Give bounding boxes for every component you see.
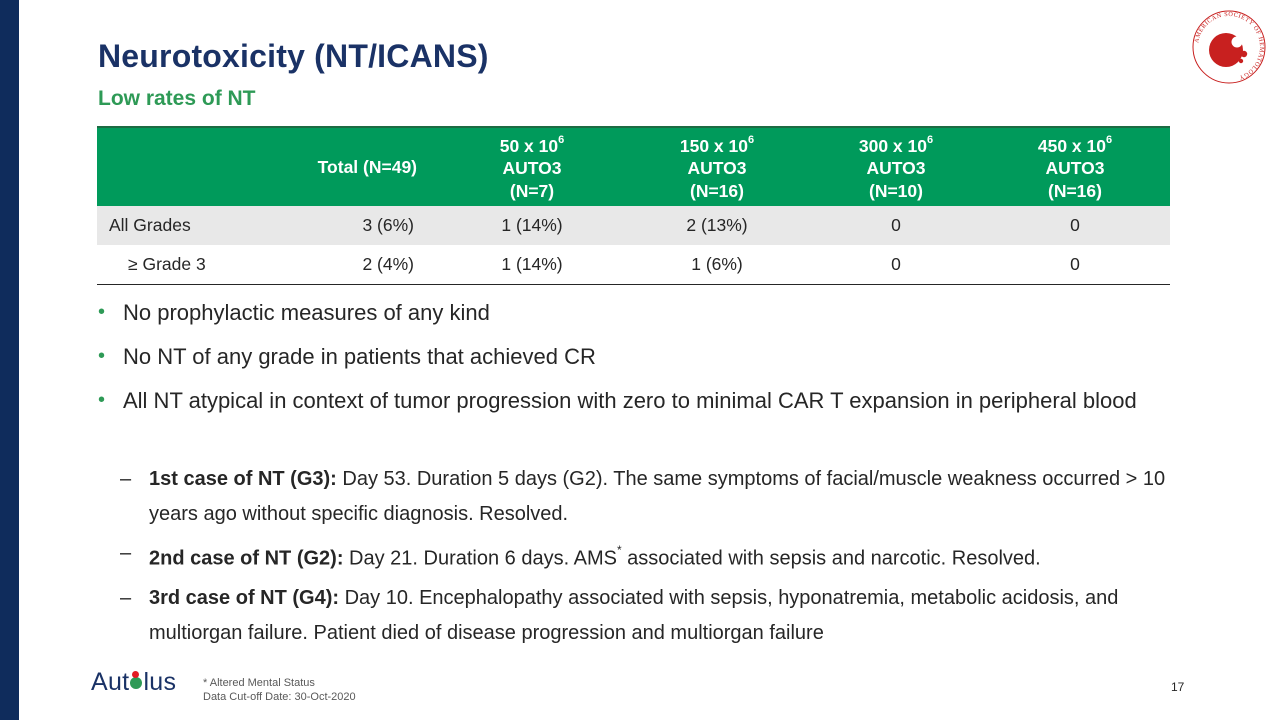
ash-logo-icon: AMERICAN SOCIETY OF HEMATOLOGY — [1192, 10, 1266, 84]
header-total: Total (N=49) — [247, 126, 442, 206]
sub-bullet-item: – 3rd case of NT (G4): Day 10. Encephalo… — [120, 581, 1180, 651]
header-dose-col: 450 x 106 AUTO3 (N=16) — [980, 126, 1170, 206]
table-header-row: Total (N=49) 50 x 106 AUTO3 (N=7) 150 x … — [97, 126, 1170, 206]
bullet-dot-icon: • — [98, 389, 106, 411]
cell-total: 3 (6%) — [362, 215, 414, 235]
bullet-item: • All NT atypical in context of tumor pr… — [98, 381, 1178, 420]
slide-subtitle: Low rates of NT — [98, 87, 256, 110]
table-cell: 0 — [1070, 253, 1080, 274]
bullet-item: • No prophylactic measures of any kind — [98, 293, 1178, 332]
sub-bullet-item: – 2nd case of NT (G2): Day 21. Duration … — [120, 536, 1180, 577]
table-cell: 2 (13%) — [686, 215, 748, 235]
bullet-dot-icon: • — [98, 345, 106, 367]
header-dose-col: 150 x 106 AUTO3 (N=16) — [622, 126, 812, 206]
table-cell: 0 — [891, 253, 901, 274]
cell-total: 2 (4%) — [362, 253, 414, 274]
header-dose-col: 300 x 106 AUTO3 (N=10) — [812, 126, 980, 206]
left-accent-bar — [0, 0, 19, 720]
table-cell: 0 — [891, 215, 901, 235]
sub-bullet-item: – 1st case of NT (G3): Day 53. Duration … — [120, 462, 1180, 532]
bullet-dot-icon: • — [98, 301, 106, 323]
dash-icon: – — [120, 542, 132, 564]
dash-icon: – — [120, 468, 132, 490]
table-cell: 1 (14%) — [501, 215, 563, 235]
neurotoxicity-table: Total (N=49) 50 x 106 AUTO3 (N=7) 150 x … — [97, 126, 1170, 285]
bullet-list: • No prophylactic measures of any kind •… — [98, 293, 1178, 425]
sub-bullet-list: – 1st case of NT (G3): Day 53. Duration … — [120, 462, 1180, 655]
footnote: * Altered Mental Status Data Cut-off Dat… — [203, 676, 356, 704]
table-cell: 0 — [1070, 215, 1080, 235]
table-cell: 1 (6%) — [691, 253, 743, 274]
footnote-line: * Altered Mental Status — [203, 677, 315, 689]
header-blank — [97, 126, 247, 206]
row-label: ≥ Grade 3 — [128, 253, 206, 274]
table-row: All Grades 3 (6%) 1 (14%) 2 (13%) 0 0 — [97, 206, 1170, 245]
row-label: All Grades — [109, 215, 191, 235]
autolus-o-icon — [129, 671, 143, 690]
table-cell: 1 (14%) — [501, 253, 563, 274]
page-number: 17 — [1171, 680, 1185, 694]
bullet-item: • No NT of any grade in patients that ac… — [98, 337, 1178, 376]
dash-icon: – — [120, 586, 132, 609]
slide-title: Neurotoxicity (NT/ICANS) — [98, 38, 489, 74]
table-row: ≥ Grade 3 2 (4%) 1 (14%) 1 (6%) 0 0 — [97, 245, 1170, 284]
autolus-logo: Aut lus — [91, 668, 177, 696]
footnote-line: Data Cut-off Date: 30-Oct-2020 — [203, 691, 356, 703]
header-dose-col: 50 x 106 AUTO3 (N=7) — [442, 126, 622, 206]
